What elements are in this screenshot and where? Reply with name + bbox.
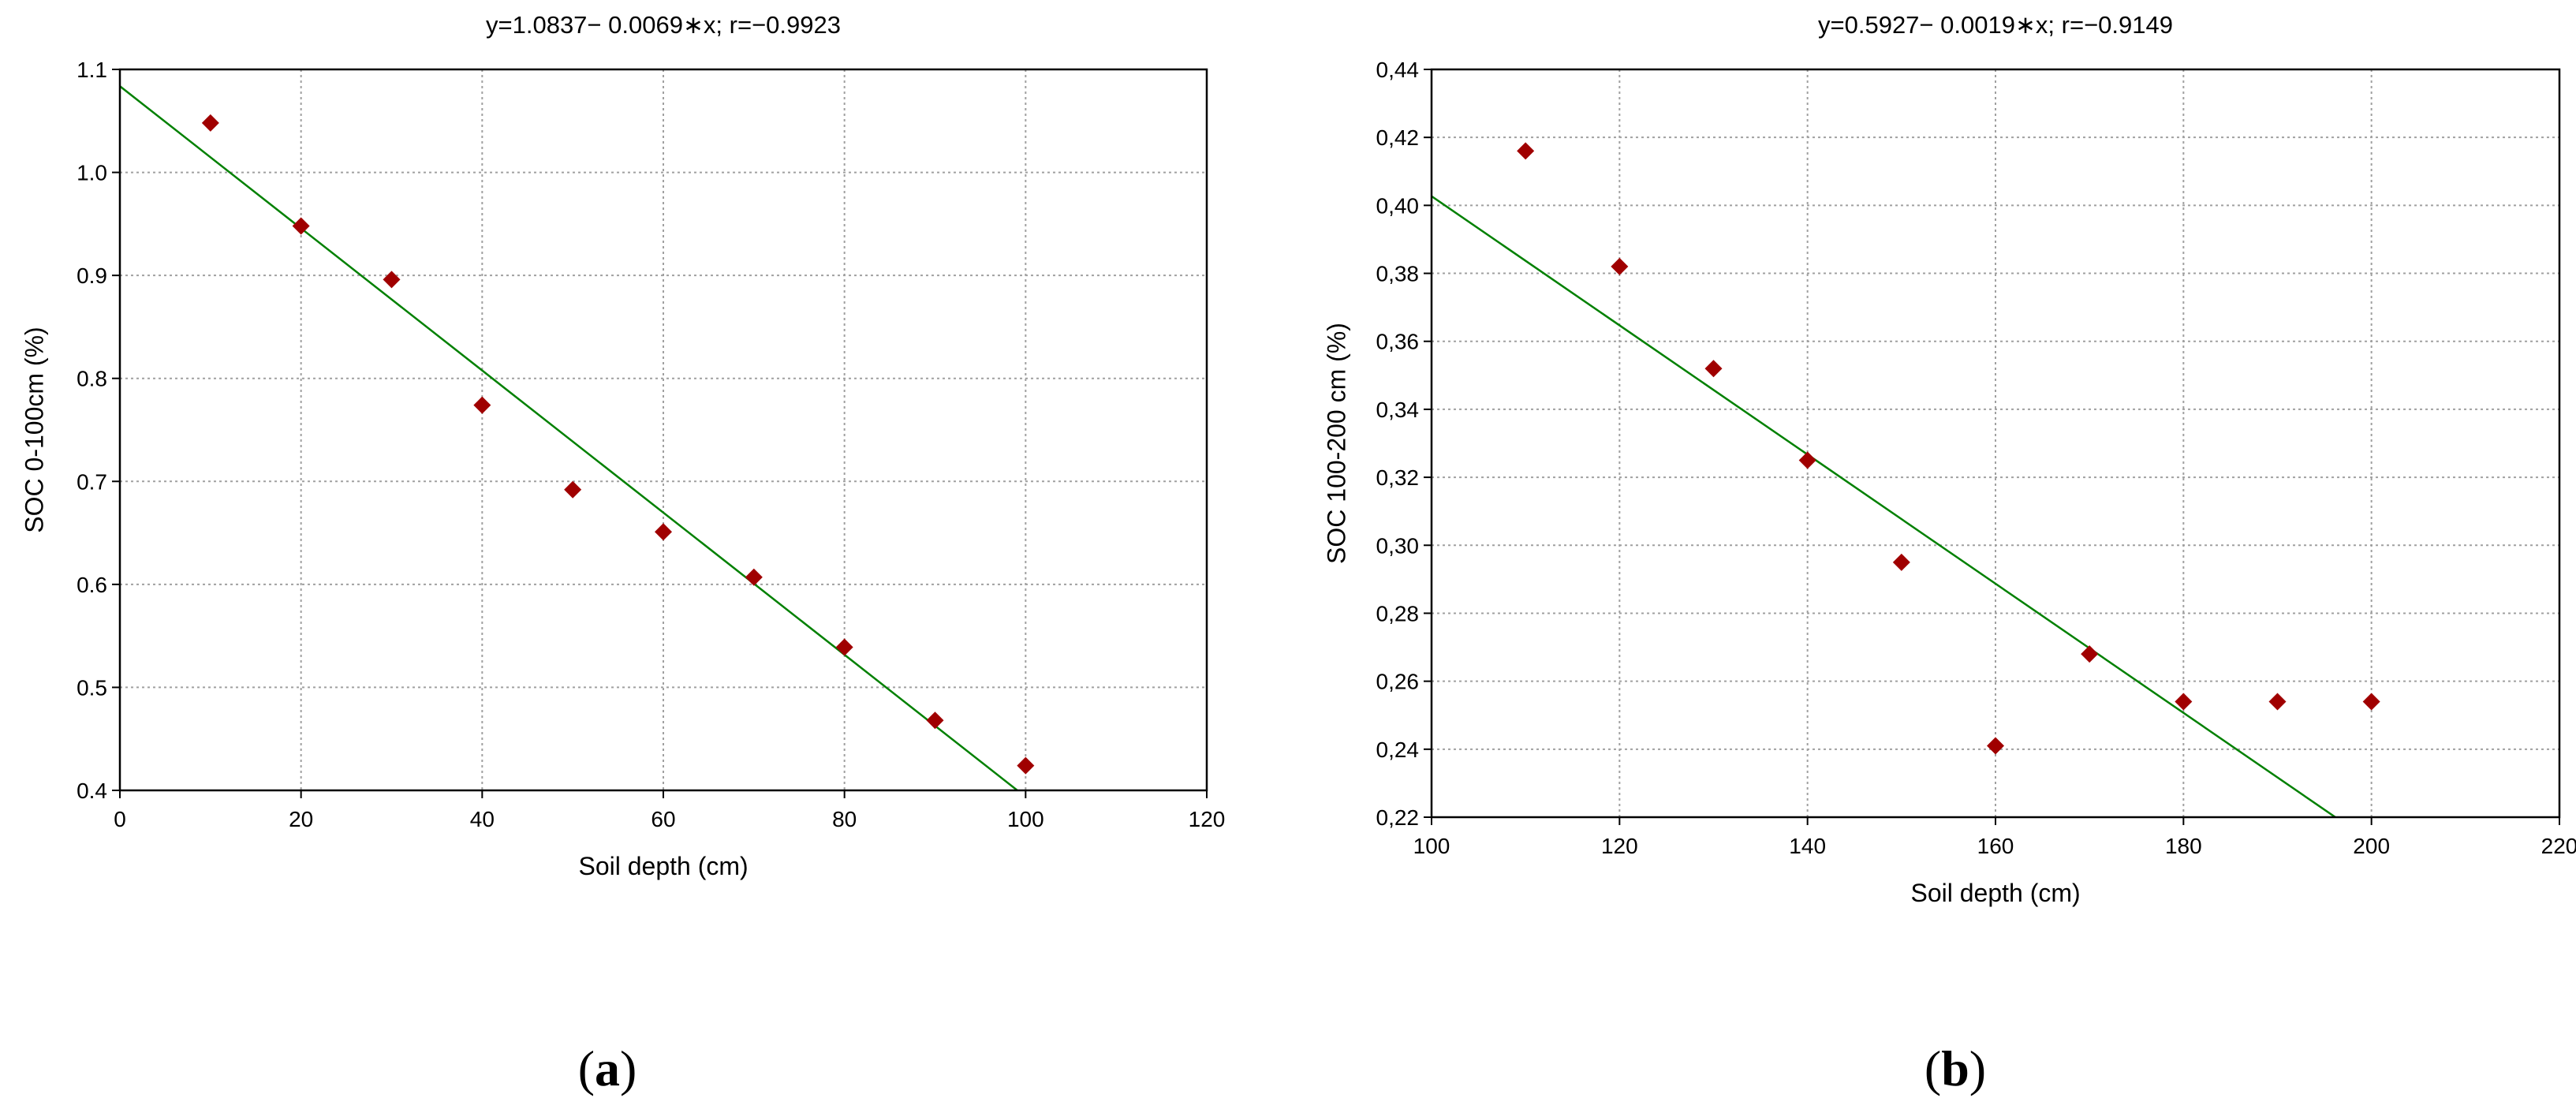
data-point bbox=[745, 568, 763, 586]
data-point bbox=[1798, 451, 1816, 469]
data-point bbox=[2175, 693, 2193, 711]
x-tick-label: 120 bbox=[1189, 807, 1226, 831]
y-tick-label: 0,44 bbox=[1376, 58, 1420, 82]
data-point bbox=[2268, 693, 2287, 711]
y-tick-label: 0,36 bbox=[1376, 330, 1420, 354]
y-tick-label: 0.9 bbox=[77, 263, 107, 288]
y-tick-label: 0,30 bbox=[1376, 533, 1420, 558]
data-point bbox=[655, 523, 672, 541]
plot-frame bbox=[1430, 68, 2561, 819]
y-tick-label: 0.8 bbox=[77, 367, 107, 391]
x-tick-label: 200 bbox=[2353, 834, 2390, 858]
x-tick-label: 100 bbox=[1007, 807, 1044, 831]
data-point bbox=[564, 480, 582, 499]
y-tick-label: 0.6 bbox=[77, 573, 107, 597]
x-tick-label: 180 bbox=[2165, 834, 2202, 858]
chart-panel-a: y=1.0837− 0.0069∗x; r=−0.9923 0 20 40 60 80 1… bbox=[0, 0, 1288, 1096]
data-point bbox=[473, 396, 491, 414]
y-axis-label: SOC 0-100cm (%) bbox=[20, 327, 49, 533]
data-point bbox=[926, 711, 944, 730]
x-tick-label: 120 bbox=[1601, 834, 1638, 858]
chart-svg-b: 100 120 140 160 180 200 220 0,22 0,24 0,26 0,28 0,3… bbox=[1376, 58, 2576, 858]
y-tick-label: 0,40 bbox=[1376, 193, 1420, 218]
y-tick-label: 0,38 bbox=[1376, 262, 1420, 286]
x-axis-label: Soil depth (cm) bbox=[1910, 879, 2081, 907]
data-point bbox=[1987, 737, 2004, 755]
y-tick-label: 0,28 bbox=[1376, 601, 1420, 626]
chart-title: y=0.5927− 0.0019∗x; r=−0.9149 bbox=[1818, 11, 2173, 39]
y-tick-label: 0,42 bbox=[1376, 125, 1420, 150]
data-point bbox=[835, 638, 853, 656]
y-tick-label: 0,24 bbox=[1376, 738, 1420, 762]
chart-panel-b: y=0.5927− 0.0019∗x; r=−0.9149 100 120 140 1… bbox=[1288, 0, 2576, 1096]
data-point bbox=[201, 114, 219, 132]
x-tick-label: 60 bbox=[651, 807, 675, 831]
data-point bbox=[1017, 756, 1035, 775]
y-tick-label: 1.0 bbox=[77, 161, 107, 185]
plot-frame bbox=[118, 68, 1208, 792]
data-point bbox=[1611, 257, 1629, 275]
x-tick-label: 140 bbox=[1789, 834, 1826, 858]
data-point bbox=[292, 217, 310, 235]
y-tick-label: 0.4 bbox=[77, 779, 107, 803]
data-point bbox=[1892, 553, 1910, 571]
y-tick-label: 0,22 bbox=[1376, 805, 1420, 830]
x-tick-label: 160 bbox=[1977, 834, 2014, 858]
panel-caption-a: (a) bbox=[577, 1040, 637, 1096]
y-axis-label: SOC 100-200 cm (%) bbox=[1322, 323, 1351, 564]
x-tick-label: 220 bbox=[2541, 834, 2576, 858]
x-tick-label: 80 bbox=[832, 807, 857, 831]
data-point bbox=[2362, 693, 2380, 711]
data-point bbox=[383, 271, 401, 289]
data-point bbox=[2081, 645, 2099, 663]
data-point bbox=[1517, 142, 1535, 160]
y-tick-label: 0,34 bbox=[1376, 398, 1420, 422]
y-tick-label: 0.7 bbox=[77, 469, 107, 494]
data-point bbox=[1704, 360, 1723, 378]
y-tick-label: 1.1 bbox=[77, 58, 107, 82]
chart-svg-a: 0 20 40 60 80 100 120 0.4 0.5 0.6 0.7 0.8 0.9 1.0 1.1 bbox=[77, 58, 1226, 831]
x-axis-label: Soil depth (cm) bbox=[578, 852, 749, 880]
x-tick-label: 0 bbox=[114, 807, 126, 831]
x-tick-label: 40 bbox=[470, 807, 495, 831]
panel-caption-b: (b) bbox=[1924, 1040, 1987, 1096]
y-tick-label: 0.5 bbox=[77, 675, 107, 700]
y-tick-label: 0,26 bbox=[1376, 670, 1420, 694]
x-tick-label: 100 bbox=[1413, 834, 1450, 858]
regression-line bbox=[1432, 195, 2338, 817]
x-tick-label: 20 bbox=[289, 807, 313, 831]
chart-title: y=1.0837− 0.0069∗x; r=−0.9923 bbox=[486, 11, 841, 39]
y-tick-label: 0,32 bbox=[1376, 465, 1420, 490]
